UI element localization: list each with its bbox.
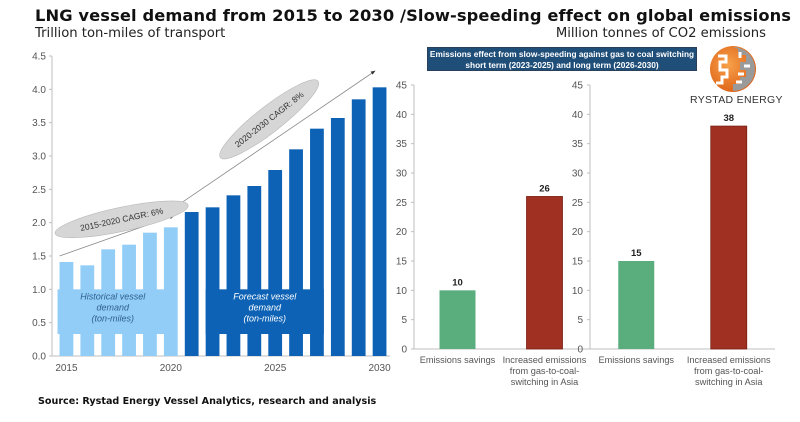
- emissions-y-tick-label: 5: [577, 315, 583, 326]
- bar-2015: [59, 262, 74, 356]
- emissions-value-label: 26: [539, 183, 550, 194]
- bar-2018: [122, 244, 136, 356]
- emissions-value-label: 38: [723, 113, 734, 124]
- bar-2029: [351, 99, 366, 356]
- emissions-bar-short-1: [526, 196, 563, 350]
- emissions-category-label: from gas-to-coal-: [510, 366, 579, 376]
- bar-2030: [372, 87, 387, 356]
- emissions-category-label: switching in Asia: [695, 377, 763, 387]
- emissions-y-tick-label: 45: [572, 81, 584, 92]
- bar-2021: [184, 212, 199, 356]
- left-chart-unit-label: Trillion ton-miles of transport: [35, 26, 226, 41]
- bar-2026: [289, 149, 303, 356]
- forecast-label-line: demand: [248, 302, 282, 312]
- banner-line-1: Emissions effect from slow-speeding agai…: [429, 49, 695, 59]
- emissions-y-tick-label: 25: [396, 198, 408, 209]
- left-x-tick-label: 2025: [264, 363, 287, 374]
- bar-2023: [226, 195, 241, 356]
- emissions-category-label: switching in Asia: [511, 377, 579, 387]
- bar-2025: [268, 170, 283, 356]
- emissions-y-tick-label: 30: [396, 169, 408, 180]
- logo-text: RYSTAD ENERGY: [690, 94, 783, 106]
- emissions-value-label: 15: [631, 248, 642, 259]
- trend-arrow-2015-2020: [59, 215, 173, 257]
- bar-2028: [330, 118, 345, 356]
- historical-label-line: (ton-miles): [91, 313, 134, 323]
- globe-logo-icon: [710, 46, 756, 92]
- emissions-y-tick-label: 20: [396, 227, 408, 238]
- historical-label-line: Historical vessel: [80, 291, 146, 301]
- historical-label-line: demand: [96, 302, 130, 312]
- historical-label-box: [57, 289, 168, 334]
- cagr-ellipse-1: [54, 200, 189, 239]
- bar-2019: [143, 232, 157, 356]
- emissions-y-tick-label: 20: [572, 227, 584, 238]
- emissions-y-tick-label: 35: [572, 139, 584, 150]
- left-y-tick-label: 0.5: [32, 318, 46, 329]
- emissions-category-label: Increased emissions: [503, 355, 587, 365]
- arrow-head-icon: [168, 215, 174, 219]
- forecast-label-line: Forecast vessel: [233, 291, 297, 301]
- emissions-category-label: Increased emissions: [687, 355, 771, 365]
- emissions-y-tick-label: 30: [572, 169, 584, 180]
- bar-2020: [163, 227, 178, 356]
- banner-line-2: short term (2023-2025) and long term (20…: [465, 60, 659, 70]
- left-y-tick-label: 1.5: [32, 252, 46, 263]
- emissions-y-tick-label: 35: [396, 139, 408, 150]
- left-y-tick-label: 2.0: [32, 218, 46, 229]
- emissions-y-tick-label: 40: [572, 110, 584, 121]
- left-y-tick-label: 3.0: [32, 152, 46, 163]
- bar-2024: [247, 186, 262, 356]
- bar-2027: [310, 128, 324, 356]
- right-chart-unit-label: Million tonnes of CO2 emissions: [555, 26, 766, 41]
- emissions-y-tick-label: 15: [572, 257, 584, 268]
- emissions-bar-short-0: [439, 290, 476, 349]
- emissions-y-tick-label: 40: [396, 110, 408, 121]
- emissions-banner: Emissions effect from slow-speeding agai…: [427, 47, 697, 71]
- forecast-label-box: [205, 289, 324, 334]
- forecast-label-line: (ton-miles): [243, 313, 286, 323]
- cagr-annotation-1: 2015-2020 CAGR: 6%: [79, 206, 164, 233]
- left-y-tick-label: 2.5: [32, 185, 46, 196]
- left-y-tick-label: 4.0: [32, 85, 46, 96]
- emissions-bar-long-0: [618, 261, 655, 349]
- emissions-y-tick-label: 10: [396, 286, 408, 297]
- cagr-annotation-2: 2020-2030 CAGR: 8%: [233, 89, 306, 149]
- bar-2016: [80, 265, 95, 356]
- emissions-y-tick-label: 15: [396, 257, 408, 268]
- left-x-tick-label: 2030: [368, 363, 391, 374]
- emissions-y-tick-label: 5: [401, 315, 407, 326]
- left-x-tick-label: 2015: [55, 363, 78, 374]
- bar-2022: [205, 207, 220, 356]
- bar-2017: [101, 249, 116, 356]
- emissions-y-tick-label: 0: [401, 345, 407, 356]
- emissions-y-tick-label: 10: [572, 286, 584, 297]
- emissions-category-label: Emissions savings: [598, 355, 674, 365]
- emissions-value-label: 10: [452, 277, 463, 288]
- emissions-bar-long-1: [710, 125, 748, 350]
- trend-arrow-2020-2030: [174, 71, 374, 208]
- left-y-tick-label: 4.5: [32, 52, 46, 63]
- page-title: LNG vessel demand from 2015 to 2030 /Slo…: [35, 6, 792, 25]
- emissions-category-label: from gas-to-coal-: [694, 366, 763, 376]
- source-note: Source: Rystad Energy Vessel Analytics, …: [38, 396, 377, 407]
- emissions-y-tick-label: 0: [577, 345, 583, 356]
- emissions-y-tick-label: 25: [572, 198, 584, 209]
- cagr-ellipse-2: [219, 79, 319, 160]
- left-y-tick-label: 3.5: [32, 118, 46, 129]
- left-x-tick-label: 2020: [160, 363, 183, 374]
- left-y-tick-label: 1.0: [32, 285, 46, 296]
- emissions-y-tick-label: 45: [396, 81, 408, 92]
- left-y-tick-label: 0.0: [32, 352, 46, 363]
- emissions-category-label: Emissions savings: [420, 355, 496, 365]
- arrow-head-icon: [370, 70, 376, 75]
